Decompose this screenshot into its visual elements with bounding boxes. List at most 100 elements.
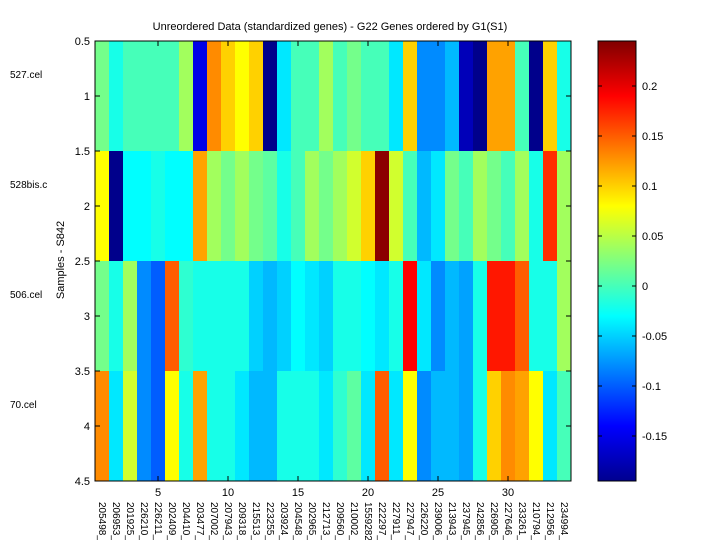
y-tick-label: 1 xyxy=(84,91,90,103)
y-tick-label: 0.5 xyxy=(75,36,90,48)
gene-label: 242856_ xyxy=(474,502,485,540)
heatmap-cell xyxy=(431,371,446,482)
heatmap-cell xyxy=(151,261,166,372)
heatmap-cell xyxy=(165,151,180,262)
heatmap-cell xyxy=(501,261,516,372)
gene-label: 227947_ xyxy=(404,502,415,540)
heatmap-cell xyxy=(417,371,432,482)
heatmap-cell xyxy=(249,151,264,262)
gene-label: 212956_ xyxy=(544,502,555,540)
heatmap-cell xyxy=(193,371,208,482)
heatmap-cell xyxy=(207,41,222,152)
heatmap-cell xyxy=(137,41,152,152)
gene-label: 204548_ xyxy=(292,502,303,540)
gene-label: 202965_ xyxy=(306,502,317,540)
heatmap-cell xyxy=(249,371,264,482)
heatmap-cell xyxy=(123,41,138,152)
gene-label: 207002_ xyxy=(208,502,219,540)
heatmap-cell xyxy=(235,41,250,152)
gene-label: 226905_ xyxy=(488,502,499,540)
x-tick-label: 5 xyxy=(155,487,161,499)
heatmap-cell xyxy=(109,261,124,372)
colorbar-tick-label: -0.05 xyxy=(642,331,667,343)
heatmap-cell xyxy=(137,151,152,262)
heatmap-cell xyxy=(179,261,194,372)
gene-label: 226210_ xyxy=(138,502,149,540)
gene-label: 205498_ xyxy=(96,502,107,540)
heatmap-cell xyxy=(235,151,250,262)
heatmap-cell xyxy=(319,151,334,262)
gene-label: 222297_ xyxy=(376,502,387,540)
y-tick-label: 2 xyxy=(84,201,90,213)
sample-label: 506.cel xyxy=(10,290,42,301)
heatmap-cell xyxy=(487,261,502,372)
colorbar-tick-label: 0.1 xyxy=(642,181,657,193)
gene-label: 227646_ xyxy=(502,502,513,540)
heatmap-cell xyxy=(403,371,418,482)
heatmap-cell xyxy=(179,41,194,152)
heatmap-cell xyxy=(347,151,362,262)
heatmap-cell xyxy=(557,261,572,372)
heatmap-cell xyxy=(95,261,110,372)
y-tick-label: 4.5 xyxy=(75,476,90,488)
heatmap-cell xyxy=(123,371,138,482)
heatmap-cell xyxy=(445,261,460,372)
heatmap-cell xyxy=(487,371,502,482)
heatmap-cell xyxy=(473,371,488,482)
heatmap-cell xyxy=(347,371,362,482)
heatmap-cell xyxy=(459,261,474,372)
heatmap-cell xyxy=(305,41,320,152)
x-tick-label: 30 xyxy=(502,487,514,499)
heatmap-cell xyxy=(305,261,320,372)
heatmap-cell xyxy=(501,151,516,262)
heatmap-cell xyxy=(165,371,180,482)
heatmap-cell xyxy=(501,371,516,482)
heatmap-cell xyxy=(375,371,390,482)
x-tick-label: 10 xyxy=(222,487,234,499)
heatmap-cell xyxy=(235,261,250,372)
heatmap-cell xyxy=(193,151,208,262)
heatmap-cell xyxy=(361,261,376,372)
heatmap-cell xyxy=(249,41,264,152)
heatmap-cell xyxy=(473,261,488,372)
heatmap-cell xyxy=(445,151,460,262)
plot-axes: 0.5 1 1.5 2 2.5 3 3.5 4 4.5 5 10 15 20 25 30 527.cel 528… xyxy=(10,36,572,540)
colorbar-tick-label: 0.05 xyxy=(642,231,663,243)
heatmap-cell xyxy=(179,151,194,262)
heatmap-cell xyxy=(263,371,278,482)
heatmap-cell xyxy=(291,371,306,482)
y-axis-label: Samples - S842 xyxy=(55,221,67,299)
heatmap-cell xyxy=(291,151,306,262)
heatmap-cell xyxy=(529,261,544,372)
heatmap-cell xyxy=(543,151,558,262)
heatmap-cell xyxy=(151,371,166,482)
x-tick-label: 15 xyxy=(292,487,304,499)
gene-label: 202409_ xyxy=(166,502,177,540)
heatmap-cell xyxy=(249,261,264,372)
heatmap-cell xyxy=(95,151,110,262)
heatmap-cell xyxy=(389,261,404,372)
heatmap-cell xyxy=(403,261,418,372)
heatmap-cell xyxy=(95,41,110,152)
heatmap-cell xyxy=(291,41,306,152)
heatmap-cell xyxy=(207,371,222,482)
colorbar-tick-label: 0 xyxy=(642,281,648,293)
heatmap-cell xyxy=(389,151,404,262)
colorbar-tick-label: -0.1 xyxy=(642,381,661,393)
heatmap-cell xyxy=(403,151,418,262)
heatmap-cell xyxy=(501,41,516,152)
heatmap-cell xyxy=(431,151,446,262)
heatmap-cell xyxy=(487,151,502,262)
heatmap-cell xyxy=(375,261,390,372)
colorbar-tick-label: 0.15 xyxy=(642,131,663,143)
x-tick-label: 20 xyxy=(362,487,374,499)
heatmap-cell xyxy=(347,261,362,372)
gene-label: 227911_ xyxy=(390,502,401,540)
gene-label: 1559282_ xyxy=(362,502,373,540)
heatmap-cell xyxy=(417,261,432,372)
heatmap-cell xyxy=(333,261,348,372)
heatmap-cell xyxy=(515,151,530,262)
heatmap-cell xyxy=(319,41,334,152)
gene-label: 203477_ xyxy=(194,502,205,540)
